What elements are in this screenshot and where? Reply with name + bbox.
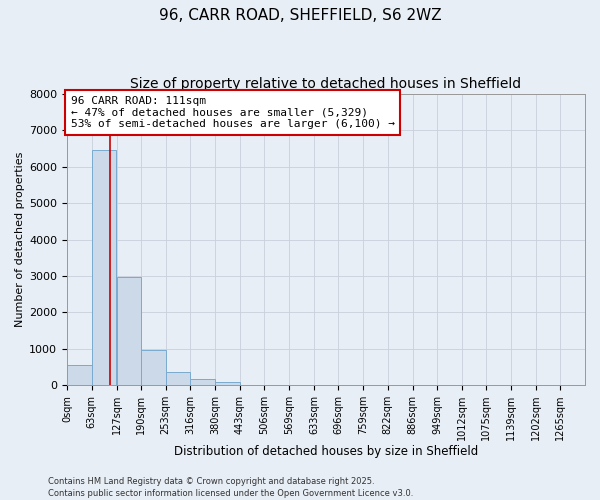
Title: Size of property relative to detached houses in Sheffield: Size of property relative to detached ho… xyxy=(130,78,521,92)
Text: 96 CARR ROAD: 111sqm
← 47% of detached houses are smaller (5,329)
53% of semi-de: 96 CARR ROAD: 111sqm ← 47% of detached h… xyxy=(71,96,395,129)
Bar xyxy=(215,382,240,385)
X-axis label: Distribution of detached houses by size in Sheffield: Distribution of detached houses by size … xyxy=(174,444,478,458)
Bar xyxy=(92,150,116,385)
Bar xyxy=(166,372,190,385)
Text: 96, CARR ROAD, SHEFFIELD, S6 2WZ: 96, CARR ROAD, SHEFFIELD, S6 2WZ xyxy=(158,8,442,22)
Bar xyxy=(141,350,166,385)
Bar xyxy=(190,380,215,385)
Bar xyxy=(116,276,141,385)
Text: Contains HM Land Registry data © Crown copyright and database right 2025.
Contai: Contains HM Land Registry data © Crown c… xyxy=(48,476,413,498)
Bar xyxy=(67,364,92,385)
Y-axis label: Number of detached properties: Number of detached properties xyxy=(15,152,25,328)
